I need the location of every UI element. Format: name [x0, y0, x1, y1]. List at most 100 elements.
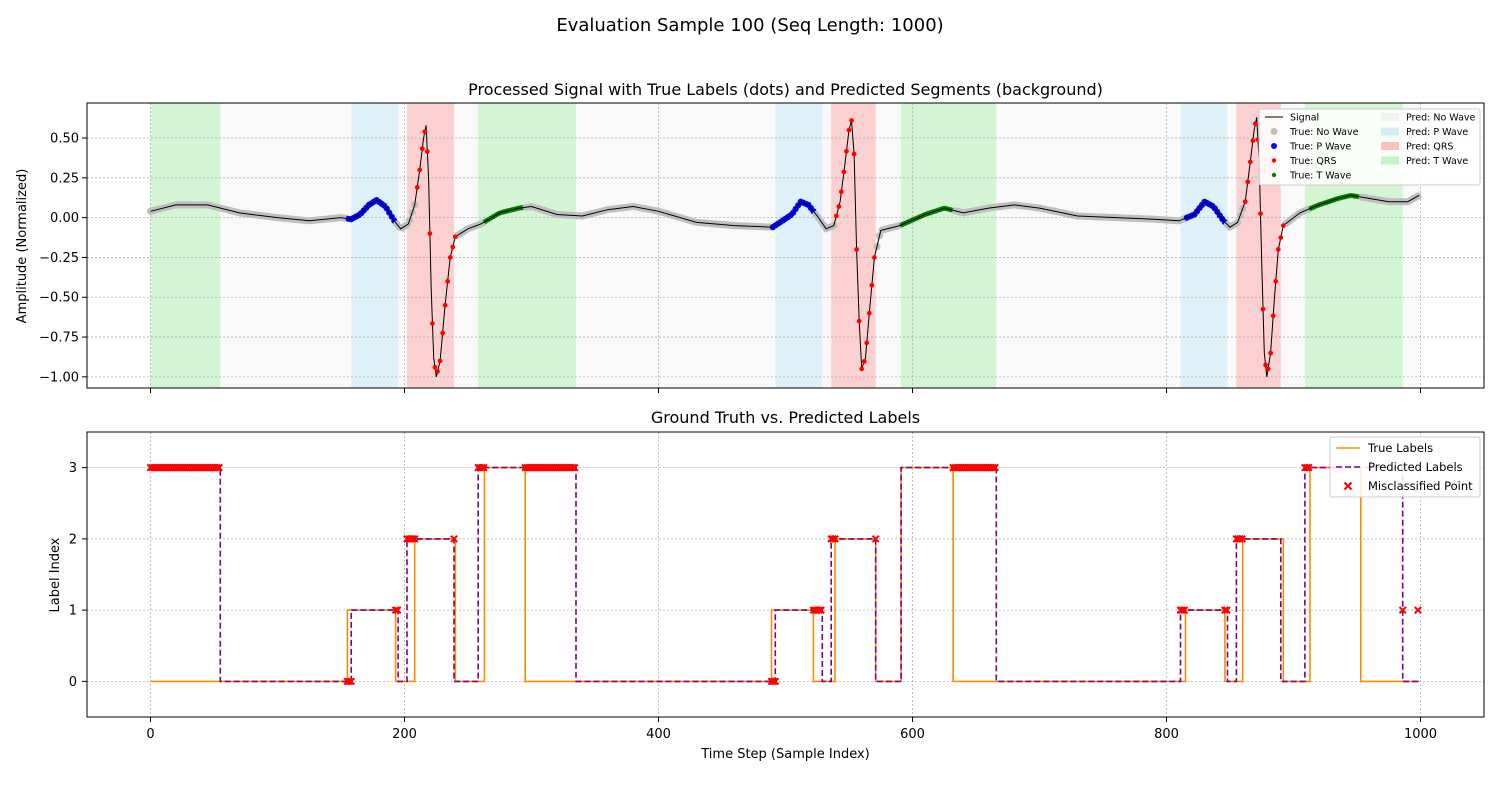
misclassified-point-126 — [1398, 606, 1407, 615]
pred-band-1 — [220, 103, 352, 388]
labels-panel-frame — [86, 431, 1485, 718]
misclassified-point-38 — [345, 677, 354, 686]
pred-band-2 — [351, 103, 399, 388]
signal-line — [150, 117, 1420, 378]
signal-legend-entry-2: True: P Wave — [1271, 142, 1351, 153]
labels-legend-entry-2-label: Misclassified Point — [1368, 479, 1473, 493]
signal-panel-y-axis-label: Amplitude (Normalized) — [15, 169, 30, 324]
signal-y-tick-label-3: −0.25 — [39, 251, 79, 266]
qrs-dot-870 — [1253, 121, 1258, 126]
signal-legend-entry-8-swatch — [1381, 156, 1399, 165]
pred-band-0 — [150, 103, 221, 388]
misclassified-point-41 — [393, 606, 402, 615]
figure-suptitle: Evaluation Sample 100 (Seq Length: 1000) — [556, 15, 943, 36]
misclassified-point-89 — [831, 534, 839, 543]
misclassified-point-77 — [568, 463, 577, 472]
qrs-dot-238 — [450, 244, 456, 250]
misclassified-point-51-b — [479, 463, 488, 472]
signal-legend-entry-3-label: True: QRS — [1289, 156, 1337, 167]
qrs-dot-862 — [1242, 199, 1248, 205]
labels-x-tick-label-3: 600 — [900, 727, 925, 742]
qrs-dot-882 — [1268, 350, 1273, 356]
qrs-dot-874 — [1258, 211, 1263, 216]
pred-band-14 — [1180, 103, 1228, 388]
misclassified-point-46 — [410, 534, 419, 543]
qrs-dot-236 — [447, 255, 453, 260]
signal-legend-entry-3: True: QRS — [1271, 156, 1337, 167]
signal-series — [150, 117, 1420, 378]
signal-legend-entry-6-label: Pred: P Wave — [1406, 127, 1468, 138]
labels-legend-entry-0: True Labels — [1336, 441, 1433, 455]
qrs-dot-558 — [856, 318, 862, 324]
misclassified-point-126-b — [1398, 606, 1407, 615]
qrs-dot-232 — [442, 302, 448, 308]
labels-legend-entry-2-swatch-b — [1343, 481, 1353, 491]
qrs-dot-556 — [854, 247, 859, 252]
signal-panel: Processed Signal with True Labels (dots)… — [15, 80, 1485, 393]
qrs-dot-552 — [849, 118, 854, 123]
misclassified-point-88-b — [829, 534, 838, 543]
misclassified-point-118 — [1222, 606, 1231, 615]
signal-legend-entry-0: Signal — [1265, 113, 1319, 124]
misclassified-point-36-b — [215, 463, 223, 472]
signal-legend-entry-6-swatch — [1381, 127, 1399, 136]
qrs-dot-864 — [1245, 179, 1251, 185]
qrs-dot-546 — [841, 169, 847, 175]
signal-legend-entry-1-swatch — [1270, 128, 1278, 135]
true-labels-line — [150, 466, 1420, 683]
misclassified-point-78 — [570, 463, 579, 472]
labels-panel-grid — [87, 432, 1484, 717]
misclassified-point-90-b — [871, 534, 880, 543]
qrs-dot-888 — [1275, 247, 1281, 252]
pred-band-12 — [901, 103, 997, 388]
qrs-dot-224 — [432, 365, 438, 370]
misclassified-point-125-b — [1304, 463, 1313, 472]
signal-legend-entry-8-label: Pred: T Wave — [1406, 156, 1468, 167]
signal-y-tick-label-2: −0.50 — [39, 291, 79, 306]
misclassified-point-47 — [450, 534, 458, 543]
misclassified-point-125 — [1304, 463, 1313, 472]
labels-x-tick-label-0: 0 — [146, 727, 154, 742]
signal-y-tick-label-4: 0.00 — [50, 211, 79, 226]
qrs-dot-562 — [861, 359, 867, 364]
qrs-dot-560 — [859, 366, 864, 372]
qrs-dot-222 — [430, 321, 435, 326]
qrs-dots-top — [414, 118, 1286, 374]
qrs-dot-216 — [422, 129, 428, 134]
qrs-dot-884 — [1270, 313, 1276, 319]
predicted-segment-bands — [150, 103, 1420, 388]
labels-panel-ticks: 0 200 400 600 800 1000 0 1 2 3 — [69, 461, 1437, 742]
signal-legend-box — [1258, 108, 1481, 186]
qrs-dot-566 — [867, 310, 872, 316]
misclassified-point-121 — [1236, 534, 1245, 543]
signal-y-tick-label-1: −0.75 — [39, 331, 79, 346]
misclassified-point-85 — [815, 606, 824, 615]
pred-band-6 — [478, 103, 576, 388]
qrs-dot-866 — [1248, 159, 1253, 165]
misclassified-point-113-b — [991, 463, 999, 472]
labels-legend-box — [1329, 436, 1481, 498]
signal-y-tick-label-0: −1.00 — [39, 370, 79, 385]
qrs-dot-218 — [425, 149, 430, 154]
labels-x-tick-label-1: 200 — [392, 727, 417, 742]
misclassified-point-80 — [769, 677, 778, 686]
pred-band-3 — [398, 103, 408, 388]
qrs-dot-880 — [1265, 366, 1271, 372]
signal-legend-entry-5: Pred: No Wave — [1381, 113, 1476, 124]
qrs-dot-890 — [1278, 235, 1284, 240]
misclassified-point-116 — [1180, 606, 1189, 615]
pred-band-7 — [575, 103, 776, 388]
misclassified-point-117-b — [1221, 606, 1229, 615]
signal-legend-entry-1-label: True: No Wave — [1289, 127, 1359, 138]
signal-legend-entry-7-swatch — [1381, 142, 1399, 150]
signal-legend-entry-1: True: No Wave — [1270, 127, 1359, 138]
qrs-dot-220 — [427, 231, 433, 236]
misclassified-point-45 — [408, 534, 417, 543]
misclassified-point-39 — [347, 677, 356, 686]
misclassified-point-41-b — [393, 606, 402, 615]
labels-y-tick-label-2: 2 — [69, 532, 77, 547]
qrs-dot-548 — [844, 148, 849, 154]
labels-legend-entry-1-label: Predicted Labels — [1368, 460, 1463, 474]
misclassified-point-127 — [1414, 606, 1422, 615]
